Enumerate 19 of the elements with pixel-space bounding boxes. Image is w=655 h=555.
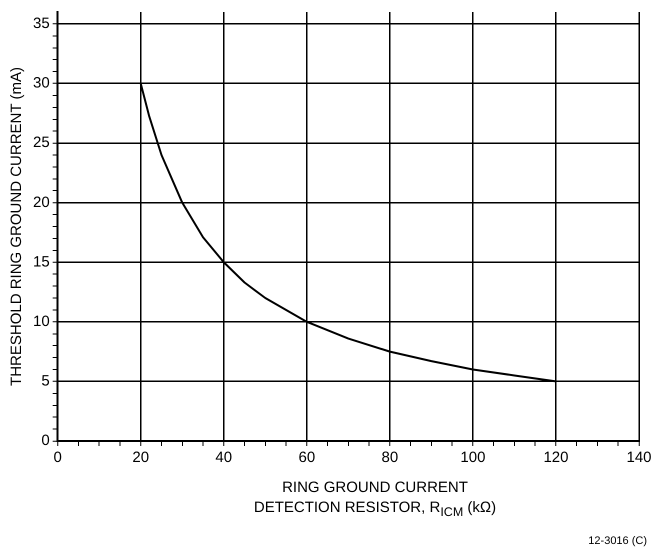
x-axis-title: RING GROUND CURRENT DETECTION RESISTOR, R$_{ICM}$ (kΩ) [252, 478, 498, 521]
y-tick-label: 5 [41, 372, 50, 390]
y-tick-label: 35 [32, 15, 50, 32]
x-tick-label: 60 [298, 449, 316, 466]
y-axis-title: THRESHOLD RING GROUND CURRENT (mA) [8, 67, 26, 386]
text: 12-3016 (C) [588, 535, 647, 547]
y-tick-label: 15 [32, 253, 50, 270]
x-tick-label: 20 [132, 449, 150, 466]
y-tick-label: 20 [32, 194, 50, 211]
x-tick-label: 120 [543, 449, 568, 466]
x-tick-label: 0 [54, 449, 62, 466]
y-tick-label: 0 [41, 432, 50, 450]
y-tick-label: 25 [32, 134, 50, 152]
y-tick-label: 30 [32, 74, 50, 92]
y-tick-label: 10 [32, 312, 50, 330]
x-tick-label: 100 [460, 449, 486, 466]
x-tick-label: 80 [382, 449, 398, 466]
x-tick-label: 40 [215, 449, 232, 466]
x-tick-label: 140 [626, 449, 652, 466]
